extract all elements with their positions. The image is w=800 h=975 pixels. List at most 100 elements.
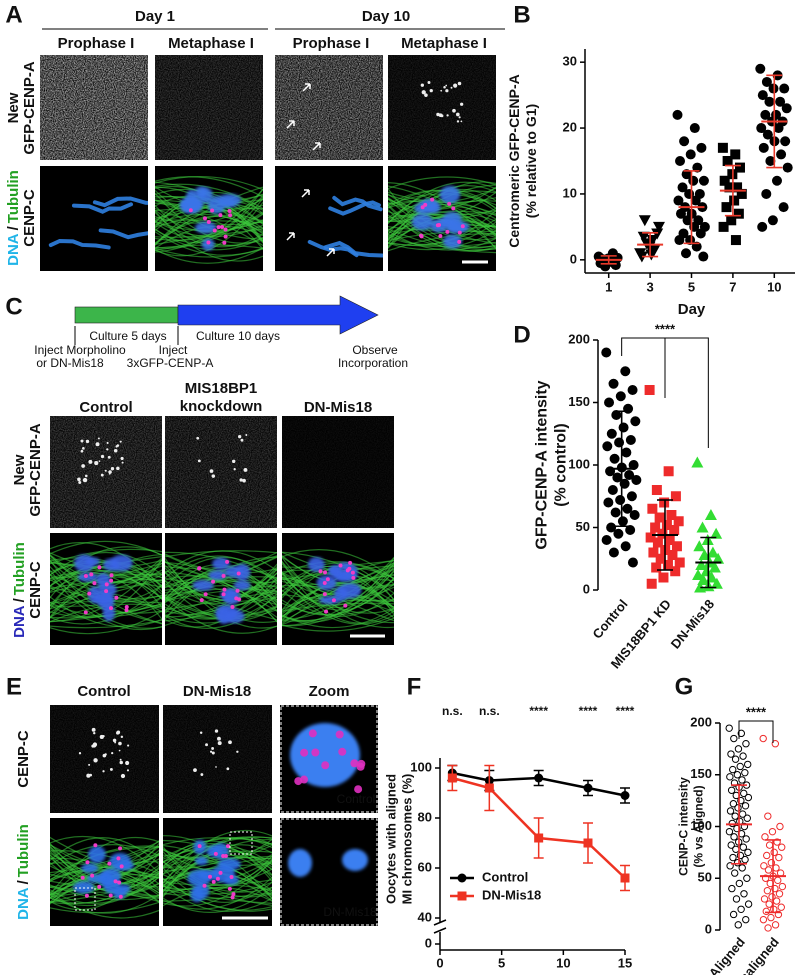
data-point: [780, 136, 791, 147]
cenpc-dot: [206, 240, 211, 245]
data-point: [719, 175, 730, 186]
data-point: [734, 921, 742, 929]
tubulin-fiber: [50, 548, 162, 565]
cenpc-dot: [104, 589, 109, 594]
y-tick-label: 150: [568, 394, 590, 409]
data-point: [658, 572, 669, 583]
tubulin-fiber: [388, 205, 496, 232]
panel-label: E: [6, 673, 22, 700]
cenpc-dot: [457, 230, 462, 235]
image-spot: [116, 730, 121, 735]
data-point: [675, 208, 686, 219]
data-point: [627, 385, 638, 395]
x-tick-label: 5: [688, 279, 695, 294]
tubulin-fiber: [155, 188, 263, 253]
micrograph: [165, 533, 277, 645]
zoom-label: DN-Mis18: [323, 905, 377, 919]
tubulin-fiber: [388, 186, 496, 211]
data-point: [776, 822, 784, 831]
data-point: [738, 864, 746, 872]
image-noise: [50, 416, 162, 528]
cenpc-dot: [109, 573, 114, 578]
data-point: [659, 497, 670, 508]
image-spot: [82, 477, 88, 483]
data-point: [673, 516, 684, 527]
data-point: [742, 740, 750, 748]
cenpc-dot: [308, 729, 317, 738]
panel-label: D: [513, 321, 530, 348]
image-spot: [193, 768, 197, 773]
cenpc-dot: [350, 759, 359, 768]
image-spot: [106, 441, 109, 445]
channel-name: DNA: [11, 605, 28, 638]
dna-blob: [197, 869, 221, 881]
data-point: [583, 783, 593, 793]
tubulin-fiber: [388, 203, 496, 248]
data-point: [767, 913, 775, 922]
image-spot: [98, 460, 101, 462]
tubulin-fiber: [50, 835, 159, 874]
data-point: [601, 535, 612, 545]
tubulin-fiber: [163, 866, 272, 903]
y-tick-label: 50: [698, 870, 712, 885]
image-spot: [108, 470, 112, 474]
image-spot: [95, 442, 100, 447]
data-point: [621, 447, 632, 458]
image-spot: [429, 88, 433, 93]
micrograph: [388, 166, 496, 271]
image-spot: [77, 477, 81, 482]
x-tick-label: 15: [618, 955, 632, 970]
image-spot: [104, 469, 107, 472]
data-point: [734, 804, 742, 812]
tubulin-fiber: [282, 617, 394, 632]
data-point: [710, 577, 723, 589]
data-point: [620, 541, 631, 552]
data-point: [757, 90, 768, 101]
significance-label: n.s.: [442, 704, 463, 718]
channel-label: DNA / Tubulin: [11, 542, 28, 638]
tubulin-fiber: [282, 582, 394, 622]
image-spot: [84, 474, 88, 478]
arrow: [312, 142, 321, 151]
tubulin-fiber: [50, 837, 159, 866]
x-tick-label: Control: [589, 596, 630, 641]
image-spot: [238, 435, 242, 439]
dna-blob: [220, 589, 237, 602]
data-point: [667, 550, 678, 560]
channel-name: /: [11, 597, 28, 602]
cenpc-dot: [445, 229, 450, 234]
data-point: [612, 472, 623, 483]
data-point: [611, 410, 622, 420]
tubulin-fiber: [388, 203, 496, 235]
tubulin-fiber: [163, 844, 272, 881]
dna-blob: [86, 874, 108, 883]
cenpc-dot: [335, 730, 344, 739]
dna-thread: [328, 200, 381, 216]
cenpc-dot: [104, 582, 109, 587]
micrograph: [163, 705, 272, 813]
cenpc-dot: [223, 227, 228, 232]
dna-thread: [332, 195, 383, 212]
data-point: [631, 475, 642, 485]
data-point: [761, 874, 770, 882]
tubulin-fiber: [50, 610, 162, 635]
y-tick-label: 200: [690, 714, 712, 729]
data-point: [651, 485, 662, 495]
data-point: [645, 249, 658, 261]
data-point: [681, 248, 692, 259]
image-spot: [118, 749, 121, 752]
data-point: [729, 800, 738, 808]
cenpc-dot: [228, 213, 233, 218]
data-point: [617, 516, 628, 527]
image-noise: [282, 416, 394, 528]
data-point: [744, 900, 753, 908]
data-point: [771, 175, 782, 186]
zoom-label: Control: [337, 792, 376, 806]
image-spot: [115, 445, 118, 448]
data-point: [610, 507, 621, 518]
image-spot: [78, 752, 82, 755]
data-point: [654, 512, 665, 523]
cenpc-dot: [210, 208, 215, 213]
data-point: [609, 453, 620, 464]
tubulin-fiber: [163, 838, 272, 863]
